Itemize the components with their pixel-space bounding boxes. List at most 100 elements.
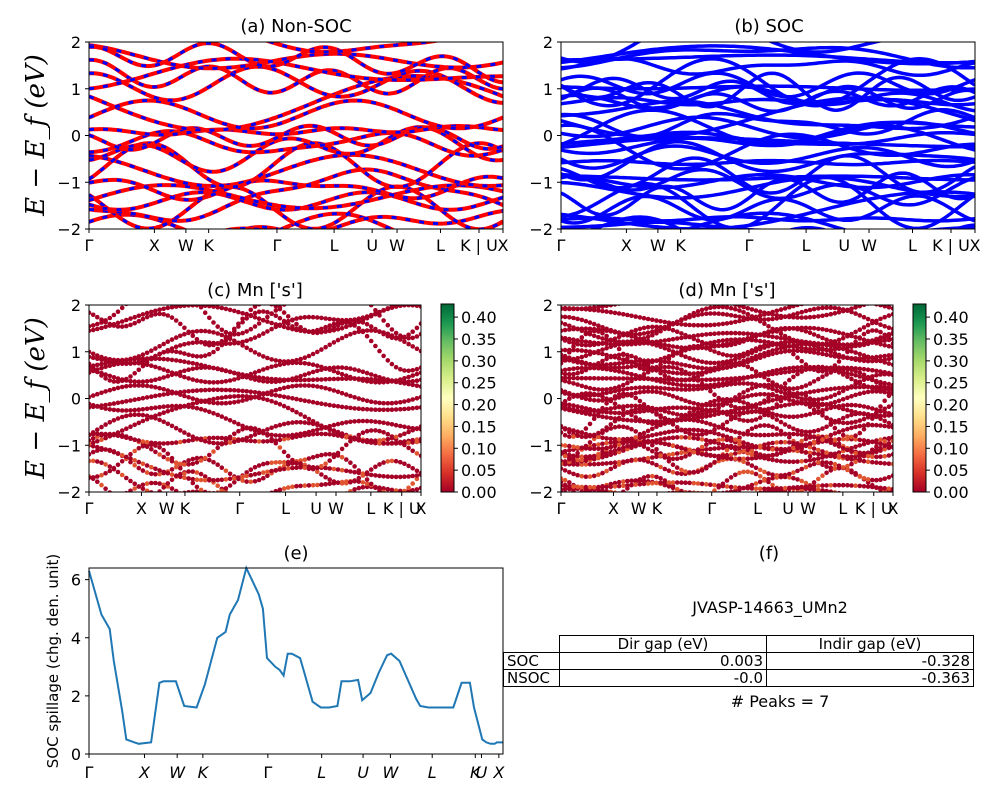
band-point (745, 405, 751, 411)
band-point (178, 392, 183, 397)
band-point (579, 354, 585, 360)
band-point (157, 376, 162, 382)
band-point (878, 460, 883, 466)
band-point (579, 365, 585, 371)
band-point (398, 488, 403, 492)
band-point (385, 421, 391, 426)
colorbar-tick-label: 0.15 (933, 417, 969, 436)
band-point (303, 529, 308, 534)
band-point (745, 349, 751, 355)
y-tick-label: 1 (543, 80, 553, 99)
band-point (186, 432, 191, 438)
band-point (699, 402, 705, 408)
band-line-overlay (89, 153, 503, 188)
band-point (666, 369, 672, 375)
band-point (762, 398, 767, 404)
band-point (637, 418, 643, 424)
band-point (886, 420, 892, 426)
band-point (654, 432, 659, 437)
band-point (832, 461, 838, 467)
band-point (666, 452, 672, 458)
band-point (679, 405, 684, 411)
band-point (232, 394, 237, 399)
band-point (641, 419, 647, 424)
band-point (261, 506, 266, 511)
band-point (377, 488, 382, 492)
band-point (119, 472, 125, 478)
band-point (807, 325, 813, 331)
band-point (575, 348, 580, 353)
band-point (870, 449, 875, 455)
band-point (658, 440, 663, 446)
band-point (645, 367, 651, 372)
band-point (182, 475, 187, 481)
band-point (600, 405, 605, 411)
band-point (666, 435, 672, 441)
band-point (741, 410, 746, 416)
band-line-overlay (89, 42, 503, 84)
band-point (853, 403, 858, 408)
band-line-overlay (265, 42, 438, 54)
band-point (252, 335, 258, 340)
band-point (633, 440, 638, 446)
band-point (228, 492, 233, 497)
band-point (803, 432, 809, 438)
x-tick-label: K (203, 236, 214, 255)
band-point (571, 366, 576, 372)
band-point (728, 353, 734, 359)
band-point (368, 419, 374, 424)
band-point (670, 451, 676, 457)
band-point (816, 347, 821, 353)
band-point (787, 377, 792, 383)
band-point (290, 522, 295, 527)
band-point (708, 453, 713, 458)
band-point (99, 403, 104, 408)
band-point (816, 460, 821, 465)
band-point (575, 445, 580, 450)
band-point (583, 396, 589, 402)
band-point (803, 429, 809, 435)
band-point (327, 451, 333, 457)
band-point (310, 399, 316, 405)
band-point (820, 483, 825, 488)
band-point (608, 460, 614, 466)
band-point (591, 386, 597, 392)
band-point (708, 446, 713, 452)
band-point (190, 461, 196, 467)
band-point (708, 344, 713, 350)
band-point (107, 468, 113, 474)
band-point (704, 447, 709, 452)
band-point (849, 511, 854, 516)
band-point (637, 326, 643, 332)
band-point (832, 425, 838, 431)
band-point (182, 439, 187, 444)
band-point (567, 448, 572, 453)
band-point (584, 507, 589, 512)
band-point (248, 472, 254, 478)
band-point (762, 374, 767, 380)
band-point (807, 484, 813, 489)
band-point (223, 416, 229, 421)
band-point (190, 489, 196, 492)
band-point (778, 413, 784, 419)
band-point (368, 338, 374, 344)
band-point (757, 383, 763, 388)
band-point (294, 357, 299, 363)
band-point (612, 401, 618, 407)
band-point (596, 451, 601, 457)
band-point (782, 485, 788, 491)
band-point (285, 462, 291, 467)
band-point (571, 375, 576, 381)
band-point (745, 393, 751, 399)
band-point (269, 432, 274, 438)
band-point (252, 472, 258, 477)
band-point (828, 440, 834, 446)
band-point (128, 451, 133, 457)
band-point (687, 405, 692, 411)
band-point (699, 428, 705, 434)
band-point (244, 338, 249, 344)
band-point (265, 431, 270, 437)
band-point (612, 464, 618, 470)
band-point (103, 372, 108, 377)
band-point (315, 329, 320, 335)
